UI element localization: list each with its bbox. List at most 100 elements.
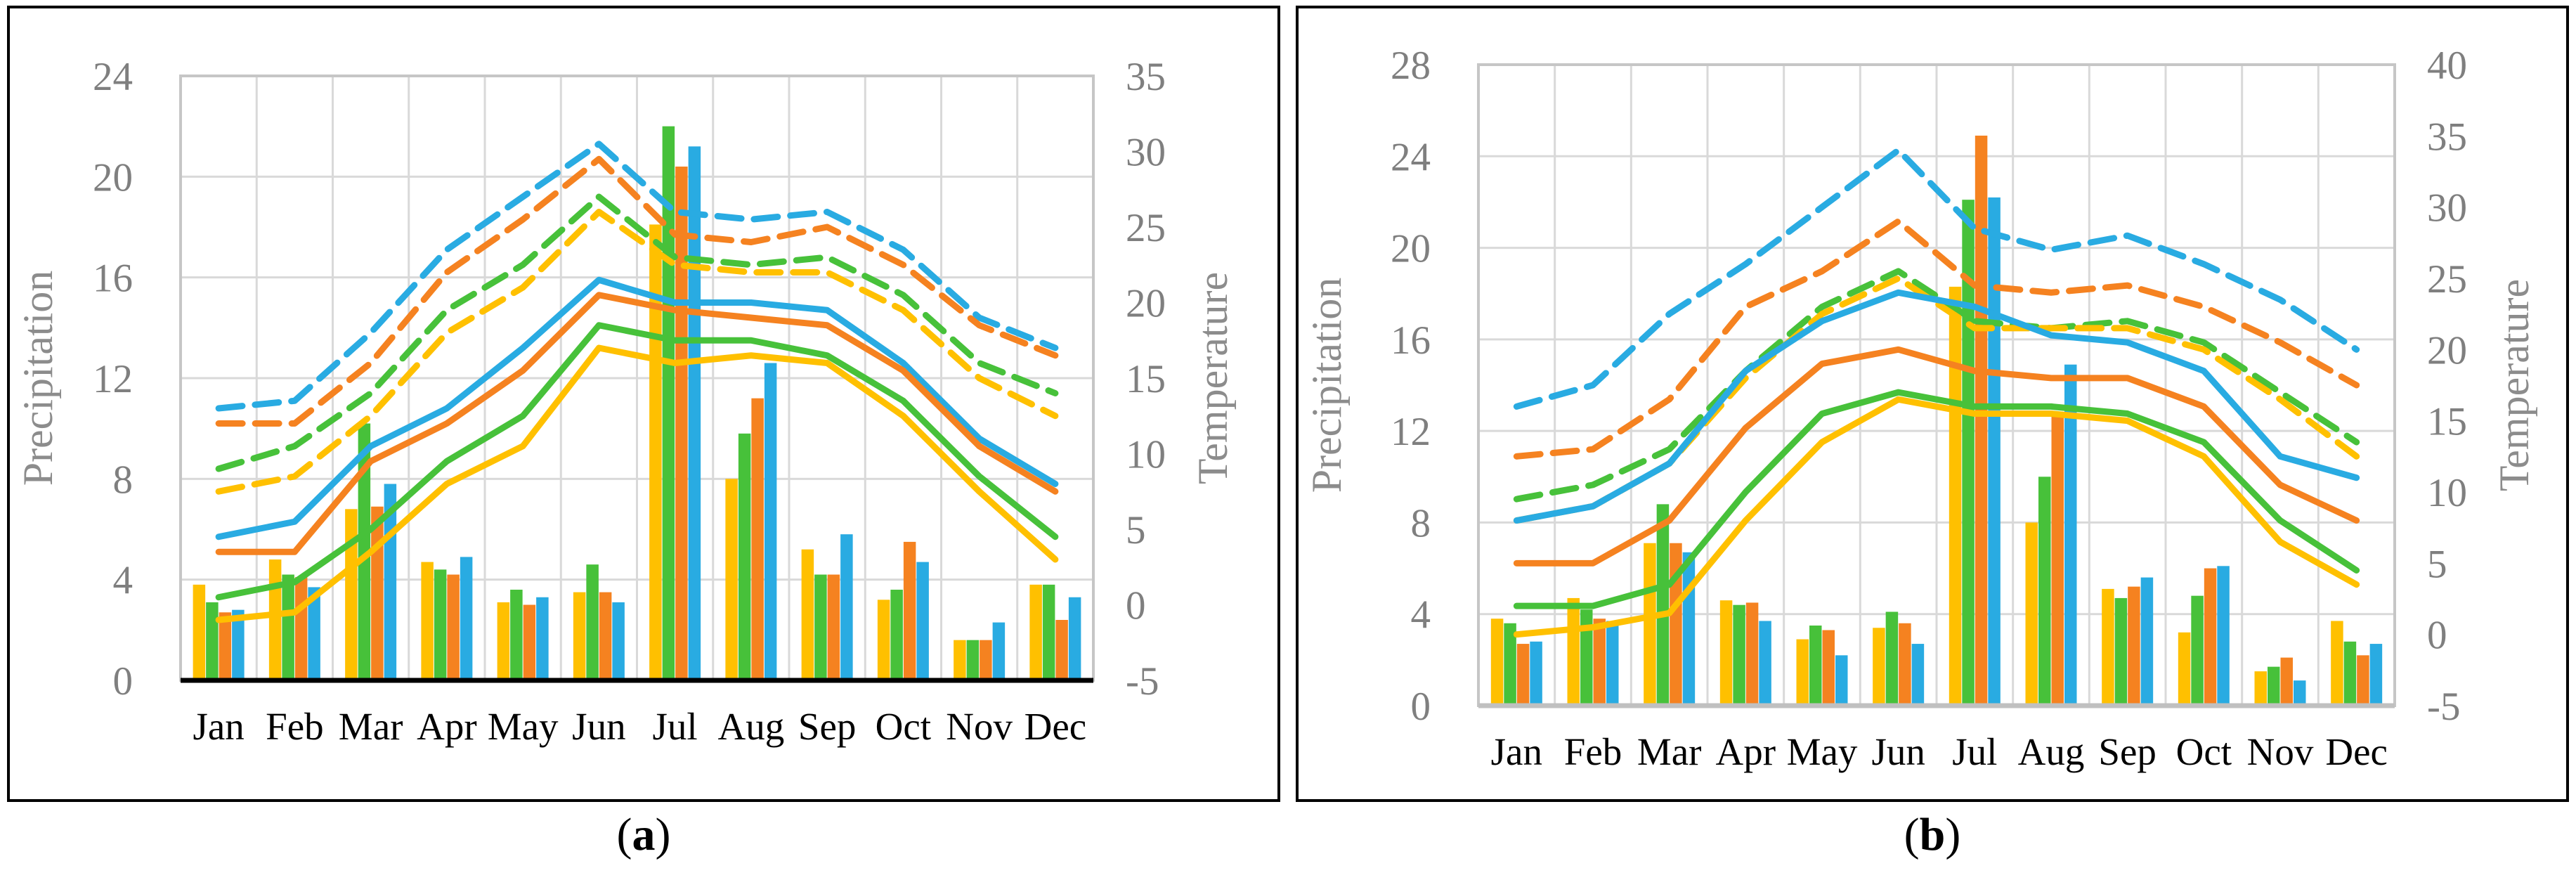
right-axis-tick-label: 30 bbox=[1126, 131, 1166, 175]
x-axis-month-label: Mar bbox=[1637, 730, 1702, 773]
precipitation-bars-green bbox=[814, 574, 827, 680]
precipitation-bars-orange bbox=[2128, 586, 2140, 706]
precipitation-bars-green bbox=[738, 433, 751, 680]
precipitation-bars-green bbox=[1580, 609, 1593, 706]
precipitation-bars-orange bbox=[2280, 657, 2293, 706]
x-axis-month-label: Oct bbox=[2176, 730, 2232, 773]
precipitation-bars-green bbox=[2114, 597, 2128, 706]
precipitation-bars-blue bbox=[1682, 552, 1696, 706]
left-axis-tick-label: 12 bbox=[93, 357, 133, 401]
precipitation-bars-orange bbox=[1055, 620, 1068, 680]
temperature-dashed-yellow-line bbox=[215, 209, 1059, 495]
precipitation-bars-yellow bbox=[725, 479, 738, 680]
right-axis-tick-label: -5 bbox=[2427, 685, 2460, 729]
left-axis-tick-label: 16 bbox=[1391, 318, 1431, 363]
precipitation-bars-orange bbox=[294, 577, 308, 680]
precipitation-bars-yellow bbox=[1490, 619, 1504, 706]
precipitation-bars-orange bbox=[980, 640, 992, 680]
precipitation-bars-green bbox=[1809, 626, 1822, 706]
precipitation-bars-blue bbox=[1835, 655, 1848, 706]
precipitation-bars-blue bbox=[2217, 566, 2230, 706]
right-axis-tick-label: 40 bbox=[2427, 44, 2467, 88]
left-axis-tick-label: 20 bbox=[93, 155, 133, 200]
caption-b: (b) bbox=[1296, 808, 2569, 862]
x-axis-month-label: Jun bbox=[1871, 730, 1925, 773]
precipitation-bars-yellow bbox=[573, 592, 586, 680]
precipitation-bars-yellow bbox=[2254, 671, 2267, 706]
precipitation-bars-green bbox=[510, 590, 523, 680]
precipitation-bars-green bbox=[434, 569, 447, 680]
precipitation-bars-blue bbox=[2294, 680, 2306, 706]
temperature-solid-blue-line bbox=[1513, 289, 2360, 524]
precipitation-bars-orange bbox=[447, 574, 460, 680]
caption-a-paren-close: ) bbox=[655, 809, 671, 860]
temperature-dashed-blue-line bbox=[215, 141, 1059, 412]
temperature-solid-green-line bbox=[1513, 389, 2360, 609]
precipitation-bars-blue bbox=[1911, 644, 1925, 706]
right-axis-tick-label: 35 bbox=[1126, 55, 1166, 99]
precipitation-bars-orange bbox=[1593, 619, 1606, 706]
temperature-solid-yellow-line bbox=[215, 344, 1059, 623]
precipitation-bars-yellow bbox=[1029, 584, 1042, 680]
precipitation-bars-green bbox=[2268, 666, 2280, 706]
temperature-dashed-blue-line bbox=[1513, 147, 2360, 410]
precipitation-bars-blue bbox=[1606, 621, 1619, 706]
right-axis-tick-label: 5 bbox=[1126, 508, 1146, 552]
precipitation-bars-green bbox=[1733, 604, 1745, 706]
x-axis-month-label: Nov bbox=[2247, 730, 2314, 773]
right-axis-tick-label: 0 bbox=[2427, 614, 2447, 658]
precipitation-bars-orange bbox=[2051, 415, 2064, 706]
precipitation-bars-yellow bbox=[1644, 543, 1656, 706]
x-axis-month-label: Mar bbox=[339, 705, 403, 748]
precipitation-bars-orange bbox=[1745, 602, 1759, 706]
precipitation-bars-yellow bbox=[1719, 600, 1733, 706]
temperature-solid-blue-line bbox=[215, 276, 1059, 540]
right-axis-tick-label: -5 bbox=[1126, 659, 1159, 704]
precipitation-bars-orange bbox=[903, 541, 916, 680]
x-axis-month-label: Jan bbox=[1491, 730, 1542, 773]
precipitation-bars-green bbox=[2038, 477, 2051, 706]
right-axis-tick-label: 25 bbox=[1126, 206, 1166, 250]
right-axis-tick-label: 15 bbox=[2427, 400, 2467, 444]
right-axis-tick-label: 10 bbox=[1126, 433, 1166, 477]
temperature-dashed-green-line bbox=[1513, 268, 2360, 503]
temperature-solid-green-line bbox=[215, 322, 1059, 601]
caption-b-letter: b bbox=[1919, 809, 1946, 860]
x-axis-month-label: Dec bbox=[1024, 705, 1087, 748]
precipitation-bars-green bbox=[1885, 611, 1899, 706]
precipitation-bars-orange bbox=[675, 167, 688, 680]
precipitation-bars-blue bbox=[2369, 644, 2383, 706]
x-axis-month-label: Apr bbox=[417, 705, 477, 748]
precipitation-bars-orange bbox=[1822, 630, 1835, 706]
right-axis-title: Temperature bbox=[2491, 279, 2537, 491]
precipitation-bars-yellow bbox=[497, 602, 510, 680]
x-axis-month-label: Sep bbox=[2098, 730, 2157, 773]
precipitation-bars-orange bbox=[2357, 655, 2369, 706]
precipitation-bars-orange bbox=[2204, 568, 2217, 706]
caption-a: (a) bbox=[7, 808, 1280, 862]
right-axis-tick-label: 30 bbox=[2427, 186, 2467, 231]
x-axis-month-label: Sep bbox=[798, 705, 857, 748]
chart-panel-b: 28 24 20 16 12 8 4 0 40 35 30 25 20 15 10 5 0 -5 Jan Feb Mar… bbox=[1296, 6, 2569, 802]
right-axis-tick-label: 35 bbox=[2427, 115, 2467, 159]
precipitation-bars-orange bbox=[1899, 623, 1911, 706]
left-axis-tick-label: 24 bbox=[93, 55, 133, 99]
precipitation-bars-orange bbox=[599, 592, 612, 680]
precipitation-bars-green bbox=[1656, 504, 1670, 706]
precipitation-bars-green bbox=[206, 602, 219, 680]
right-axis-title: Temperature bbox=[1190, 272, 1236, 484]
precipitation-bars-blue bbox=[916, 562, 929, 680]
precipitation-bars-green bbox=[1042, 584, 1055, 680]
x-axis-month-label: Nov bbox=[946, 705, 1013, 748]
x-axis-month-label: Aug bbox=[2018, 730, 2085, 773]
precipitation-bars-yellow bbox=[268, 559, 282, 680]
left-axis-tick-label: 4 bbox=[1411, 593, 1431, 637]
precipitation-bars-green bbox=[2191, 595, 2204, 706]
temperature-solid-yellow-line bbox=[1513, 396, 2360, 638]
precipitation-bars-yellow bbox=[421, 562, 434, 680]
x-axis-month-label: Feb bbox=[1564, 730, 1622, 773]
precipitation-bars-green bbox=[1504, 623, 1516, 706]
precipitation-bars-blue bbox=[1759, 621, 1771, 706]
precipitation-bars-yellow bbox=[877, 600, 890, 680]
